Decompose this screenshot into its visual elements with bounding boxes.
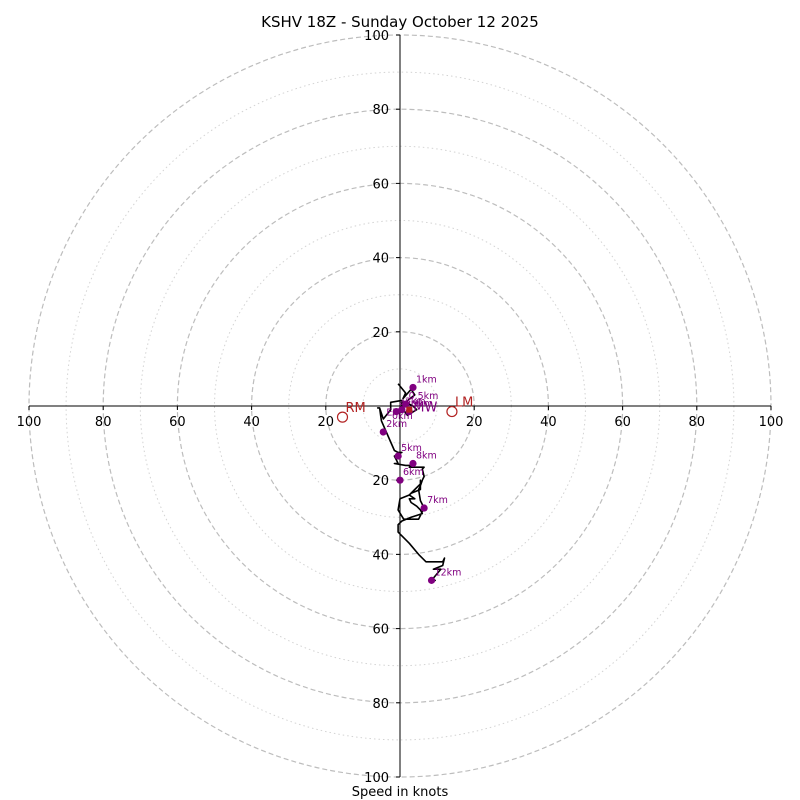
y-tick-label: 60 (372, 177, 389, 192)
height-label-6km: 6km (403, 467, 424, 478)
extra-label-0km: 0km (392, 411, 413, 422)
height-marker-8km (409, 459, 417, 468)
storm-motion-marker-lm (446, 405, 458, 418)
y-tick-label: 20 (372, 474, 389, 489)
height-marker-3km (398, 406, 406, 414)
height-label-2km: 2km (386, 419, 407, 430)
height-label-3km: 3km (405, 397, 426, 408)
height-label-4km: 4km (399, 399, 420, 410)
x-tick-label: 80 (689, 415, 706, 430)
height-label-5km: 5km (401, 443, 422, 454)
y-tick-label: 80 (372, 103, 389, 118)
extra-label-ef: EF (386, 407, 397, 418)
height-marker-2km (379, 428, 387, 436)
x-tick-label: 60 (614, 415, 631, 430)
x-tick-label: 40 (540, 415, 557, 430)
x-tick-label: 60 (169, 415, 186, 430)
height-label-0.5km: 0.5km (409, 391, 439, 402)
y-tick-label: 40 (372, 252, 389, 267)
y-tick-label: 80 (372, 697, 389, 712)
y-tick-label: 40 (372, 548, 389, 563)
x-tick-label: 20 (466, 415, 483, 430)
hodograph-trace (376, 383, 446, 582)
height-marker-6km (396, 476, 404, 484)
x-tick-label: 80 (95, 415, 112, 430)
storm-motion-marker-rm (336, 411, 349, 423)
height-label-12km: 12km (435, 567, 462, 578)
storm-motion-label-lm: LM (455, 396, 473, 411)
y-tick-label: 20 (372, 326, 389, 341)
height-label-9km: 9km (412, 399, 433, 410)
height-label-8km: 8km (416, 451, 437, 462)
x-axis-label: Speed in knots (352, 785, 449, 800)
x-tick-label: 100 (17, 415, 42, 430)
height-marker-5km (394, 452, 402, 460)
height-marker-1km (409, 383, 417, 392)
height-marker-12km (427, 576, 436, 584)
height-label-1km: 1km (416, 374, 437, 385)
height-label-7km: 7km (427, 495, 448, 506)
x-tick-label: 40 (243, 415, 260, 430)
y-tick-label: 100 (364, 29, 389, 44)
mean-wind-marker (406, 406, 413, 413)
x-tick-label: 100 (759, 415, 784, 430)
mean-wind-label: MW (413, 401, 437, 416)
y-tick-label: 60 (372, 623, 389, 638)
storm-motion-label-rm: RM (345, 401, 365, 416)
y-tick-label: 100 (364, 771, 389, 786)
height-marker-7km (420, 504, 428, 512)
height-marker-0.5km (401, 400, 410, 408)
chart-title: KSHV 18Z - Sunday October 12 2025 (261, 13, 539, 31)
x-tick-label: 20 (318, 415, 335, 430)
height-marker-4km (392, 407, 400, 416)
